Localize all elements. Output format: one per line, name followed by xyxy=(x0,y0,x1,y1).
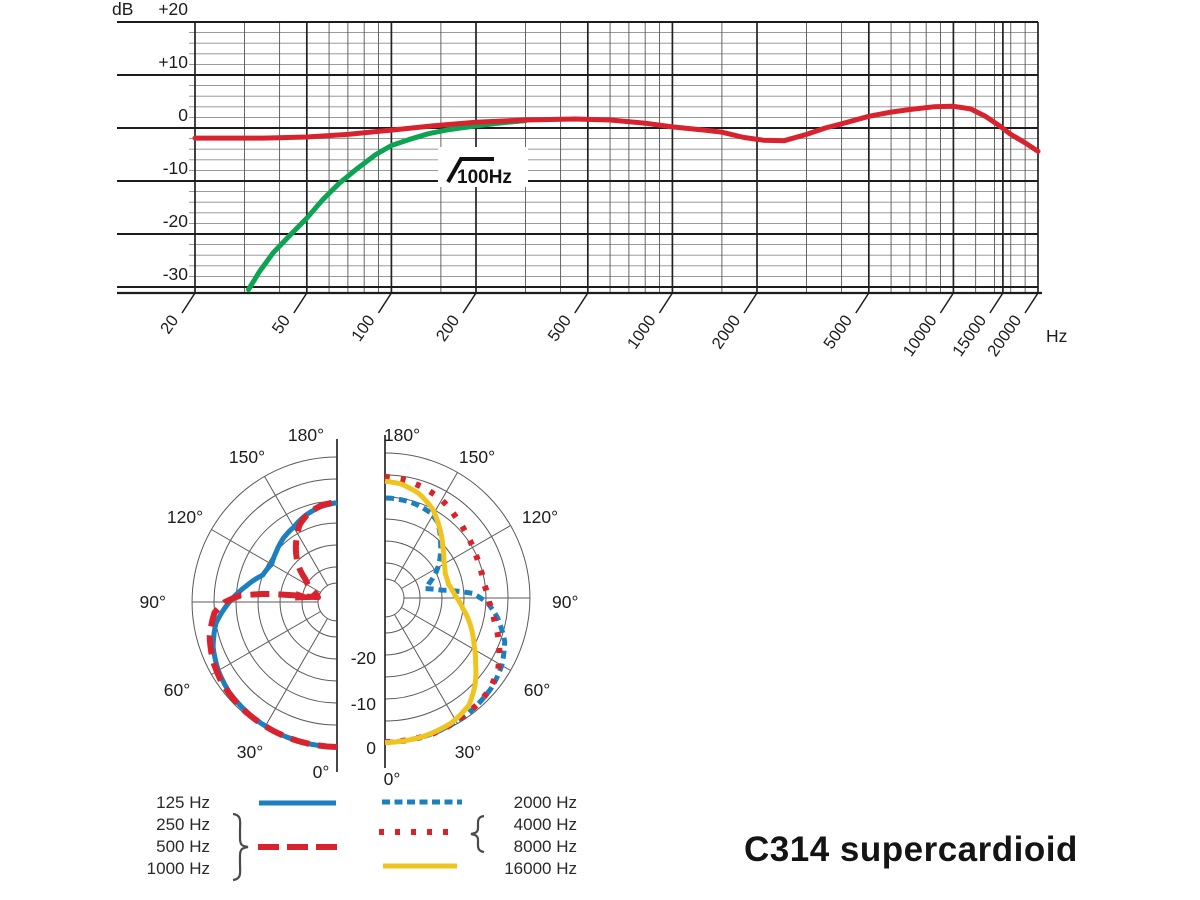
svg-text:1000: 1000 xyxy=(624,312,660,352)
legend-label-500hz: 500 Hz xyxy=(156,837,210,856)
svg-text:0: 0 xyxy=(366,738,376,758)
legend-label-2000hz: 2000 Hz xyxy=(513,793,577,812)
svg-text:150°: 150° xyxy=(229,447,265,467)
svg-text:-10: -10 xyxy=(163,158,189,178)
svg-text:+20: +20 xyxy=(158,0,188,19)
svg-text:2000: 2000 xyxy=(708,312,744,352)
legend-label-250hz: 250 Hz xyxy=(156,815,210,834)
svg-text:10000: 10000 xyxy=(900,312,941,360)
svg-text:100: 100 xyxy=(348,312,379,345)
svg-text:0°: 0° xyxy=(313,762,330,782)
svg-text:-10: -10 xyxy=(351,694,377,714)
svg-text:90°: 90° xyxy=(552,592,578,612)
svg-text:5000: 5000 xyxy=(820,312,856,352)
svg-text:200: 200 xyxy=(433,312,464,345)
svg-text:60°: 60° xyxy=(164,680,190,700)
svg-text:120°: 120° xyxy=(167,507,203,527)
svg-text:90°: 90° xyxy=(140,592,166,612)
frequency-response-chart: +20 +10 0 -10 -20 -30 dB 20 50 100 200 500 1000 2000 5… xyxy=(112,0,1067,360)
svg-text:15000: 15000 xyxy=(949,312,990,360)
svg-text:20: 20 xyxy=(157,312,182,337)
svg-text:0°: 0° xyxy=(384,769,401,789)
legend-label-125hz: 125 Hz xyxy=(156,793,210,812)
svg-text:30°: 30° xyxy=(237,742,263,762)
frequency-response-section: +20 +10 0 -10 -20 -30 dB 20 50 100 200 500 1000 2000 5… xyxy=(0,0,1100,370)
svg-text:-30: -30 xyxy=(163,264,189,284)
page-title: C314 supercardioid xyxy=(744,830,1078,869)
legend-label-8000hz: 8000 Hz xyxy=(513,837,577,856)
svg-text:30°: 30° xyxy=(455,742,481,762)
polar-pattern-section: 0° 30° 60° 90° 120° 150° 180° 0° 30° 60° 90° 120° 15… xyxy=(0,400,700,820)
svg-text:50: 50 xyxy=(269,312,294,337)
legend-label-16000hz: 16000 Hz xyxy=(504,859,577,878)
legend-label-1000hz: 1000 Hz xyxy=(146,859,210,878)
svg-text:100Hz: 100Hz xyxy=(457,167,512,188)
svg-text:20000: 20000 xyxy=(984,312,1025,360)
svg-text:60°: 60° xyxy=(524,680,550,700)
svg-text:-20: -20 xyxy=(163,211,189,231)
svg-text:500: 500 xyxy=(545,312,576,345)
svg-text:180°: 180° xyxy=(384,425,420,445)
svg-text:+10: +10 xyxy=(158,52,188,72)
svg-text:180°: 180° xyxy=(288,425,324,445)
polar-pattern-chart: 0° 30° 60° 90° 120° 150° 180° 0° 30° 60° 90° 120° 15… xyxy=(140,425,579,789)
svg-text:-20: -20 xyxy=(351,648,377,668)
svg-text:150°: 150° xyxy=(459,447,495,467)
svg-text:Hz: Hz xyxy=(1046,326,1067,346)
svg-text:120°: 120° xyxy=(522,507,558,527)
legend-line-samples xyxy=(232,799,485,882)
svg-text:dB: dB xyxy=(112,0,133,19)
svg-text:0: 0 xyxy=(178,105,188,125)
legend-label-4000hz: 4000 Hz xyxy=(513,815,577,834)
